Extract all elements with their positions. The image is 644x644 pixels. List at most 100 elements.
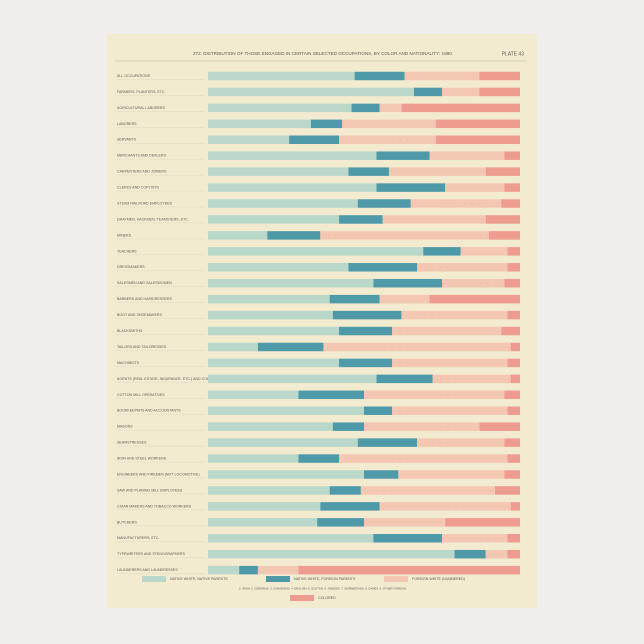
category-label: TYPEWRITERS AND STENOGRAPHERS xyxy=(117,552,185,556)
bar-segment xyxy=(208,231,268,240)
category-label: TEACHERS xyxy=(117,249,137,253)
bar-segment xyxy=(510,502,520,511)
bar-segment xyxy=(507,358,520,368)
legend-label: NATIVE WHITE, FOREIGN PARENTS xyxy=(294,577,356,581)
category-label: MASONS xyxy=(117,425,133,429)
bar-segment xyxy=(208,406,364,415)
bar-segment xyxy=(348,263,418,272)
bar-segment xyxy=(495,486,520,495)
bar-segment xyxy=(401,310,508,320)
bar-segment xyxy=(357,199,411,208)
bar-segment xyxy=(208,549,455,559)
bar-segment xyxy=(298,390,364,400)
bar-segment xyxy=(442,87,480,97)
bar-segment xyxy=(208,502,321,511)
bar-segment xyxy=(504,438,520,447)
bar-segment xyxy=(208,534,374,543)
category-label: BARBERS AND HAIRDRESSERS xyxy=(117,297,173,301)
category-label: TAILORS AND TAILORESSES xyxy=(117,345,167,349)
category-label: ENGINEERS AND FIREMEN (NOT LOCOMOTIVE) xyxy=(117,472,200,476)
bar-segment xyxy=(339,454,508,463)
bar-segment xyxy=(379,294,430,304)
bar-segment xyxy=(398,470,505,479)
bar-segment xyxy=(239,565,258,575)
category-label: STEAM RAILROAD EMPLOYEES xyxy=(117,201,173,205)
bar-segment xyxy=(404,71,480,81)
bar-segment xyxy=(208,199,358,208)
category-label: CIGAR MAKERS AND TOBACCO WORKERS xyxy=(117,504,192,508)
chart-title: 272. DISTRIBUTION OF THOSE ENGAGED IN CE… xyxy=(193,51,453,56)
category-label: MINERS xyxy=(117,233,132,237)
bar-segment xyxy=(208,358,340,368)
bar-segment xyxy=(379,103,402,113)
bar-segment xyxy=(507,406,520,415)
bar-segment xyxy=(445,183,505,192)
bar-segment xyxy=(485,167,520,176)
category-label: CARPENTERS AND JOINERS xyxy=(117,170,167,174)
bar-segment xyxy=(208,374,377,384)
category-label: LABORERS xyxy=(117,122,137,126)
bar-segment xyxy=(208,470,364,479)
bar-segment xyxy=(348,167,389,176)
bar-segment xyxy=(501,326,520,336)
bar-segment xyxy=(373,534,442,543)
bar-segment xyxy=(504,151,520,160)
category-label: BOOT AND SHOEMAKERS xyxy=(117,313,162,317)
bar-segment xyxy=(488,231,520,240)
category-label: SERVANTS xyxy=(117,138,137,142)
bar-segment xyxy=(504,278,520,288)
bar-segment xyxy=(208,454,299,463)
category-label: IRON AND STEEL WORKERS xyxy=(117,457,167,461)
bar-segment xyxy=(323,342,511,352)
bar-segment xyxy=(501,199,520,208)
bar-segment xyxy=(382,215,486,224)
category-label: ALL OCCUPATIONS xyxy=(117,74,151,78)
bar-segment xyxy=(504,390,520,400)
bar-segment xyxy=(510,342,520,352)
bar-segment xyxy=(485,549,508,559)
bar-segment xyxy=(435,119,520,129)
bar-segment xyxy=(257,565,299,575)
bar-segment xyxy=(257,342,324,352)
bar-segment xyxy=(442,278,505,288)
category-label: DRAYMEN, HACKMEN, TEAMSTERS, ETC. xyxy=(117,217,189,221)
bar-segment xyxy=(432,374,511,384)
bar-segment xyxy=(429,151,505,160)
bar-segment xyxy=(208,518,318,527)
bar-segment xyxy=(507,263,520,272)
bar-segment xyxy=(429,294,520,304)
bar-segment xyxy=(208,167,349,176)
bar-segment xyxy=(504,183,520,192)
plate-label: PLATE 43 xyxy=(502,51,525,57)
bar-segment xyxy=(392,406,508,415)
legend-swatch xyxy=(142,576,166,582)
bar-segment xyxy=(376,183,446,192)
bar-segment xyxy=(339,215,383,224)
bar-segment xyxy=(208,151,377,160)
bar-segment xyxy=(208,342,258,352)
bar-segment xyxy=(401,103,520,113)
bar-segment xyxy=(507,549,520,559)
bar-segment xyxy=(298,565,520,575)
bar-segment xyxy=(364,422,480,431)
bar-segment xyxy=(364,518,446,527)
bar-segment xyxy=(413,87,442,97)
bar-segment xyxy=(379,502,511,511)
bar-segment xyxy=(208,87,414,97)
bar-segment xyxy=(342,119,436,129)
category-label: LAUNDERERS AND LAUNDRESSES xyxy=(117,568,178,572)
legend-swatch xyxy=(290,595,314,601)
bar-segment xyxy=(435,135,520,145)
bar-segment xyxy=(479,71,520,81)
bar-segment xyxy=(445,518,520,527)
bar-segment xyxy=(320,231,489,240)
legend-swatch xyxy=(266,576,290,582)
bar-segment xyxy=(376,151,430,160)
bar-segment xyxy=(364,406,393,415)
bar-segment xyxy=(208,486,330,495)
bar-segment xyxy=(208,278,374,288)
bar-segment xyxy=(208,565,240,575)
bar-segment xyxy=(504,470,520,479)
bar-segment xyxy=(208,71,355,81)
